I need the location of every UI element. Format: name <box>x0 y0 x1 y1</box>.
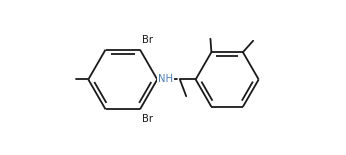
Text: NH: NH <box>158 74 173 84</box>
Text: Br: Br <box>142 114 153 124</box>
Text: Br: Br <box>142 35 153 45</box>
